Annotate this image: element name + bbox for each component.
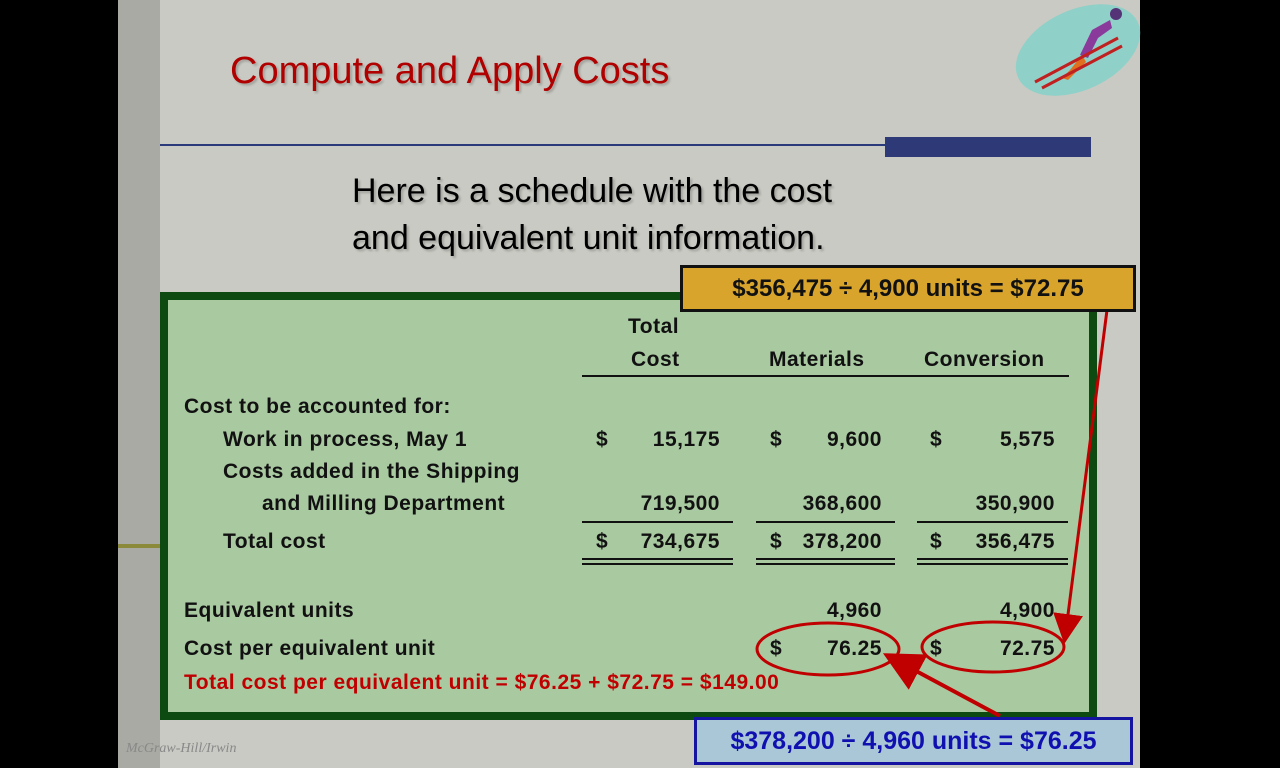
subtotal-underline xyxy=(756,521,895,523)
materials-value: 4,960 xyxy=(826,599,882,622)
row-label: Equivalent units xyxy=(184,599,355,622)
dollar-sign: $ xyxy=(770,637,783,660)
conversion-value: 72.75 xyxy=(999,637,1055,660)
header-conversion: Conversion xyxy=(924,348,1045,371)
row-label: Cost per equivalent unit xyxy=(184,637,436,660)
row-label: Total cost xyxy=(223,530,326,553)
conversion-callout: $356,475 ÷ 4,900 units = $72.75 xyxy=(680,265,1136,312)
materials-value: 76.25 xyxy=(826,637,882,660)
subtotal-underline xyxy=(582,521,733,523)
dollar-sign: $ xyxy=(930,530,943,553)
double-underline xyxy=(756,563,895,565)
arrow-materials xyxy=(882,653,1001,718)
row-label: Work in process, May 1 xyxy=(223,428,468,451)
materials-value: 368,600 xyxy=(802,492,882,515)
subtitle-line-1: Here is a schedule with the cost xyxy=(352,172,833,210)
materials-value: 9,600 xyxy=(826,428,882,451)
highlight-ellipse-conversion xyxy=(920,620,1066,674)
row-label-continued: and Milling Department xyxy=(262,492,506,515)
materials-callout: $378,200 ÷ 4,960 units = $76.25 xyxy=(694,717,1133,765)
double-underline xyxy=(582,558,733,560)
row-label: Costs added in the Shipping xyxy=(223,460,520,483)
dollar-sign: $ xyxy=(596,428,609,451)
conversion-value: 5,575 xyxy=(999,428,1055,451)
footer-publisher: McGraw-Hill/Irwin xyxy=(126,741,237,756)
dollar-sign: $ xyxy=(770,530,783,553)
header-total-line1: Total xyxy=(628,315,680,338)
dollar-sign: $ xyxy=(596,530,609,553)
double-underline xyxy=(582,563,733,565)
left-strip xyxy=(118,0,160,768)
double-underline xyxy=(917,558,1068,560)
subtotal-underline xyxy=(917,521,1068,523)
section-label: Cost to be accounted for: xyxy=(184,395,451,418)
dollar-sign: $ xyxy=(930,637,943,660)
arrow-conversion xyxy=(1053,309,1109,644)
total-value: 719,500 xyxy=(640,492,720,515)
subtitle-line-2: and equivalent unit information. xyxy=(352,219,825,257)
divider-accent-bar xyxy=(885,137,1091,157)
dollar-sign: $ xyxy=(770,428,783,451)
double-underline xyxy=(917,563,1068,565)
slide-title: Compute and Apply Costs xyxy=(230,50,670,92)
header-total-line2: Cost xyxy=(631,348,680,371)
dollar-sign: $ xyxy=(930,428,943,451)
title-divider xyxy=(160,144,886,146)
materials-value: 378,200 xyxy=(802,530,882,553)
conversion-value: 356,475 xyxy=(975,530,1055,553)
highlight-ellipse-materials xyxy=(755,621,901,677)
conversion-value: 4,900 xyxy=(999,599,1055,622)
total-value: 734,675 xyxy=(640,530,720,553)
header-underline xyxy=(582,375,1069,377)
conversion-value: 350,900 xyxy=(975,492,1055,515)
double-underline xyxy=(756,558,895,560)
total-value: 15,175 xyxy=(652,428,720,451)
header-materials: Materials xyxy=(769,348,865,371)
schedule-box xyxy=(160,292,1097,720)
total-cost-per-unit: Total cost per equivalent unit = $76.25 … xyxy=(184,671,780,694)
olive-accent-line xyxy=(118,544,160,548)
